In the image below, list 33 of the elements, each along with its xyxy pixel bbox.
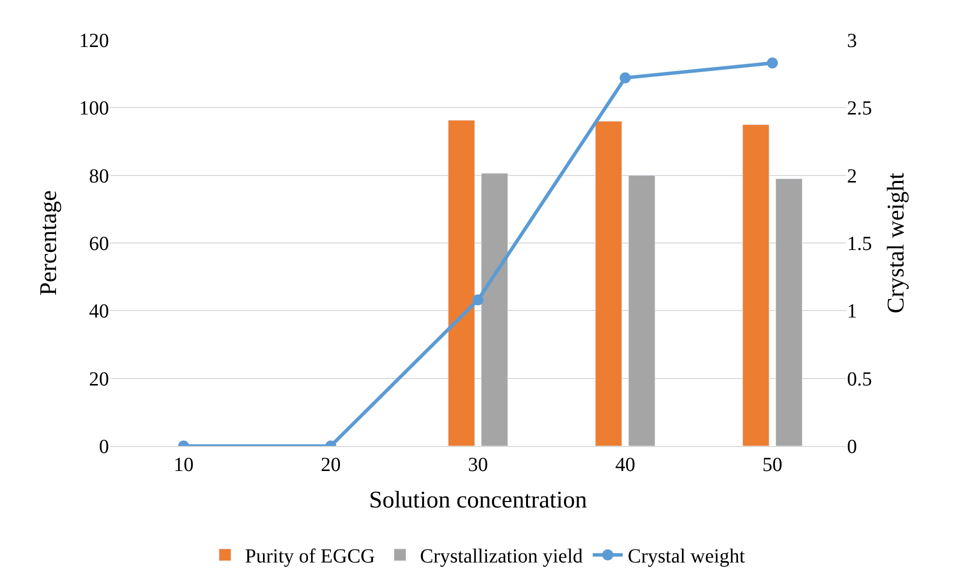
x-tick-label: 10 (174, 454, 194, 476)
y2-tick-label: 2.5 (847, 98, 872, 120)
y2-tick-label: 0 (847, 436, 857, 458)
y2-tick-label: 1 (847, 300, 857, 323)
bar (628, 175, 656, 446)
bar (595, 120, 622, 446)
y-tick-label: 120 (79, 30, 109, 52)
legend-label: Crystal weight (628, 546, 746, 568)
y-tick-label: 60 (89, 233, 109, 255)
x-tick-label: 50 (762, 454, 782, 476)
y2-tick-label: 1.5 (847, 233, 872, 255)
point (620, 72, 631, 84)
legend-label: Crystallization yield (420, 546, 583, 568)
legend-label: Purity of EGCG (245, 546, 375, 568)
x-tick-label: 30 (468, 454, 488, 476)
y2-tick-label: 2 (847, 165, 857, 188)
bar (448, 120, 475, 446)
y-tick-label: 40 (89, 300, 109, 323)
bar (481, 173, 508, 446)
x-axis-title: Solution concentration (369, 487, 587, 514)
y2-tick-label: 0.5 (847, 368, 872, 390)
y-tick-label: 100 (79, 98, 109, 120)
y-tick-label: 0 (99, 436, 109, 458)
bar (742, 124, 770, 446)
x-tick-label: 40 (615, 454, 636, 476)
y-axis-title: Percentage (36, 190, 62, 296)
y-tick-label: 80 (89, 165, 109, 188)
y2-axis-title: Crystal weight (883, 172, 910, 314)
x-tick-label: 20 (320, 454, 341, 476)
point (766, 58, 778, 69)
y-tick-label: 20 (89, 368, 109, 390)
bar (775, 178, 802, 446)
y2-tick-label: 3 (847, 30, 857, 52)
